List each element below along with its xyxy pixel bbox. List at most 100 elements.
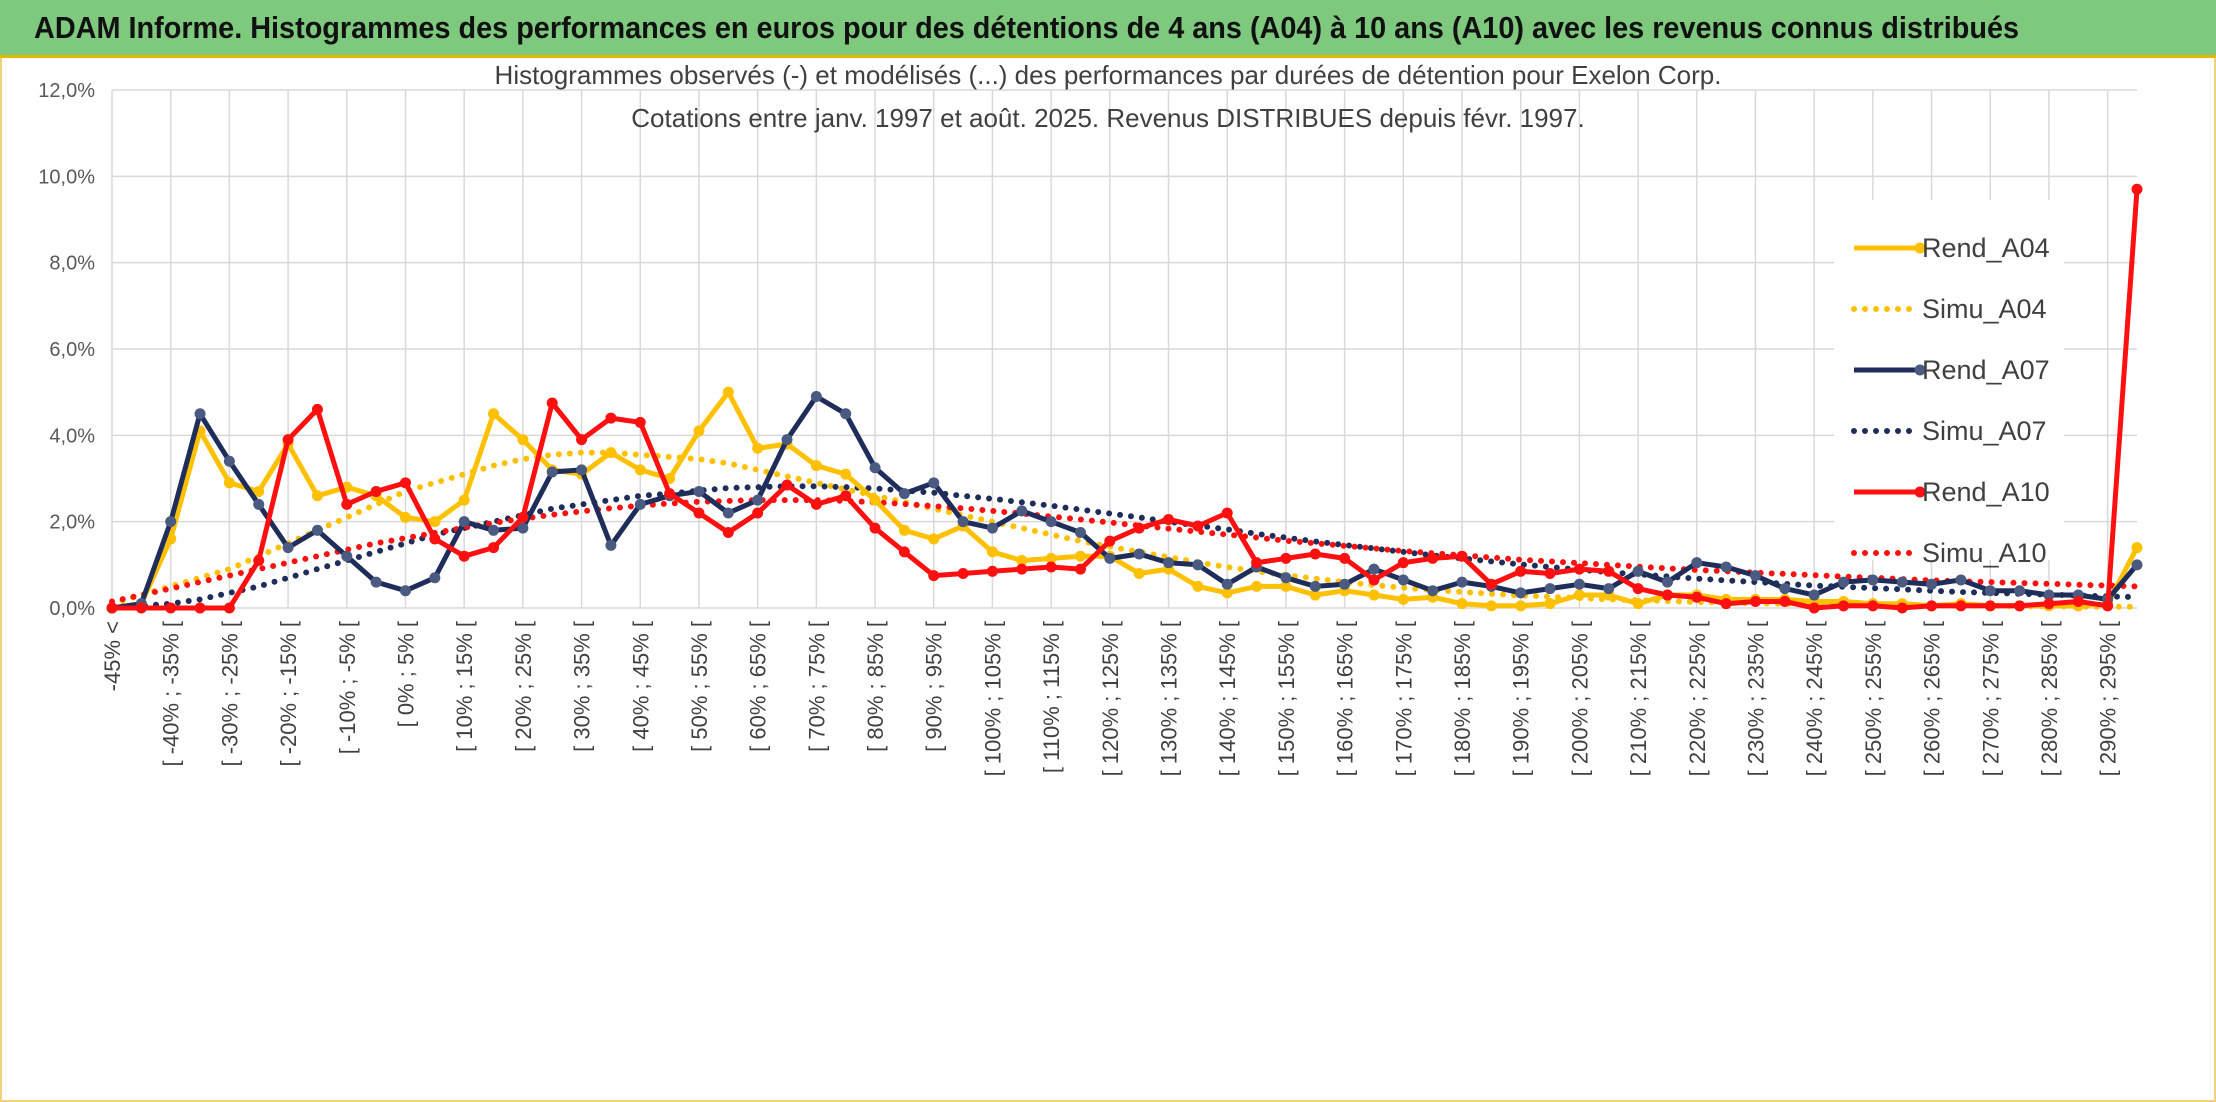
data-point [1280,580,1292,592]
data-point [634,498,646,510]
x-tick-label: [ -40% ; -35% [ [159,621,184,767]
data-point [546,397,558,409]
data-point [1808,602,1820,614]
x-tick-label: [ 250% ; 255% [ [1861,621,1886,776]
histogram-chart: Histogrammes observés (-) et modélisés (… [38,60,2143,776]
data-point [1309,548,1321,560]
data-point [810,498,822,510]
data-point [898,488,910,500]
x-tick-label: [ 190% ; 195% [ [1509,621,1534,776]
legend: Rend_A04 Simu_A04 Rend_A07 Simu_A07 Rend_A10… [1834,200,2064,568]
data-point [634,416,646,428]
legend-marker [1914,364,1926,376]
x-tick-label: [ 200% ; 205% [ [1567,621,1592,776]
y-tick-label: 12,0% [38,80,95,102]
y-tick-label: 10,0% [38,166,95,188]
series-line [109,483,2140,611]
data-point [165,602,177,614]
data-point [986,546,998,558]
data-point [546,466,558,478]
legend-item-Rend_A10: Rend_A10 [1854,477,2050,507]
legend-marker [1914,242,1926,254]
data-point [517,511,529,523]
data-point [1251,580,1263,592]
data-point [1339,578,1351,590]
data-point [928,533,940,545]
data-point [1133,548,1145,560]
data-point [605,412,617,424]
data-point [869,462,881,474]
data-point [752,507,764,519]
report-header: ADAM Informe. Histogrammes des performan… [0,0,2216,58]
data-point [517,434,529,446]
data-point [311,524,323,536]
data-point [311,403,323,415]
data-point [282,542,294,554]
gridlines [111,89,2137,609]
data-point [1867,600,1879,612]
x-tick-label: [ 0% ; 5% [ [393,621,418,727]
data-point [1661,576,1673,588]
data-point [1632,583,1644,595]
data-point [1691,557,1703,569]
data-point [1603,583,1615,595]
data-point [1573,578,1585,590]
data-point [576,464,588,476]
data-point [1016,563,1028,575]
x-tick-label: [ 100% ; 105% [ [980,621,1005,776]
data-point [1309,580,1321,592]
data-point [1544,567,1556,579]
data-point [341,550,353,562]
data-point [2043,589,2055,601]
series-line [109,497,2140,605]
chart-subtitle: Cotations entre janv. 1997 et août. 2025… [631,103,1584,133]
data-point [1661,589,1673,601]
x-tick-label: [ -20% ; -15% [ [276,621,301,767]
data-point [1984,600,1996,612]
data-point [1779,583,1791,595]
x-tick-label: [ 180% ; 185% [ [1450,621,1475,776]
data-point [429,572,441,584]
y-tick-label: 2,0% [49,512,95,534]
data-point [1515,565,1527,577]
data-point [399,511,411,523]
data-point [399,585,411,597]
data-point [458,550,470,562]
legend-label: Simu_A10 [1922,538,2047,568]
data-point [1955,574,1967,586]
data-point [1104,535,1116,547]
data-point [282,434,294,446]
x-tick-label: [ 220% ; 225% [ [1685,621,1710,776]
data-point [840,490,852,502]
legend-item-Rend_A07: Rend_A07 [1854,355,2050,385]
data-point [693,507,705,519]
data-point [1720,598,1732,610]
data-point [1397,557,1409,569]
data-point [810,390,822,402]
legend-label: Rend_A10 [1922,477,2050,507]
data-point [458,516,470,528]
data-point [986,522,998,534]
x-tick-label: [ 90% ; 95% [ [922,621,947,752]
data-point [1045,552,1057,564]
x-tick-label: [ -10% ; -5% [ [335,621,360,754]
legend-label: Rend_A07 [1922,355,2050,385]
legend-marker [1914,486,1926,498]
data-point [1309,589,1321,601]
data-point [1192,520,1204,532]
x-tick-label: [ 20% ; 25% [ [511,621,536,752]
data-point [311,490,323,502]
data-point [928,570,940,582]
data-point [488,524,500,536]
data-point [1749,596,1761,608]
x-tick-label: [ 150% ; 155% [ [1274,621,1299,776]
data-point [1339,552,1351,564]
x-tick-label: [ 280% ; 285% [ [2037,621,2062,776]
x-tick-label: [ 50% ; 55% [ [687,621,712,752]
x-tick-label: [ 30% ; 35% [ [570,621,595,752]
x-tick-label: [ 160% ; 165% [ [1333,621,1358,776]
data-point [869,522,881,534]
data-point [634,464,646,476]
data-point [165,516,177,528]
data-point [1104,552,1116,564]
